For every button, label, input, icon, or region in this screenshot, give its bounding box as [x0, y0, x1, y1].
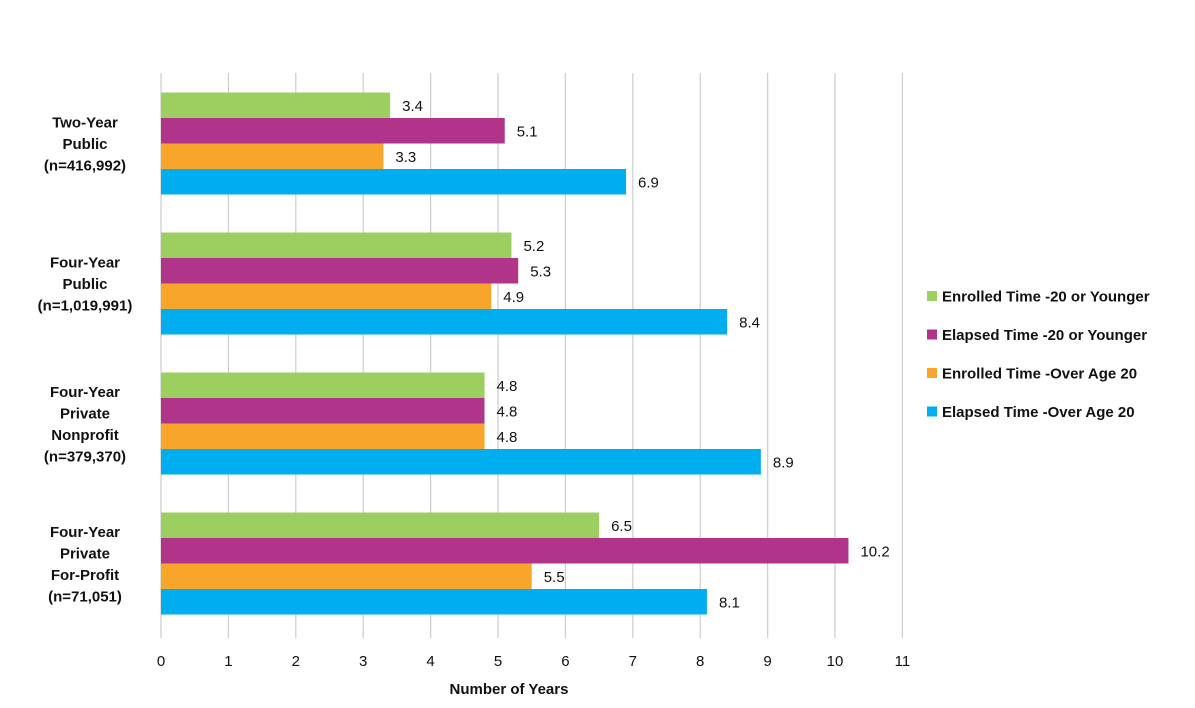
legend-entry: Elapsed Time -20 or Younger: [942, 327, 1147, 344]
data-label: 4.8: [497, 378, 518, 395]
bar: [161, 232, 512, 258]
x-tick-label: 8: [696, 653, 704, 670]
data-label: 3.4: [402, 98, 423, 115]
x-tick-label: 3: [359, 653, 367, 670]
category-label: Four-Year Public (n=1,019,991): [38, 255, 133, 315]
category-labels: Two-Year Public (n=416,992) Four-Year Public…: [38, 115, 133, 606]
data-label: 5.5: [544, 569, 565, 586]
x-axis-title: Number of Years: [450, 681, 569, 698]
legend-entry: Enrolled Time -20 or Younger: [942, 289, 1150, 306]
category-label: Four-Year Private Nonprofit (n=379,370): [44, 384, 126, 466]
data-label: 5.2: [523, 238, 544, 255]
bar: [161, 398, 485, 424]
bar: [161, 118, 505, 144]
data-label: 6.5: [611, 518, 632, 535]
category-label: Two-Year Public (n=416,992): [44, 115, 126, 175]
data-label: 8.9: [773, 454, 794, 471]
bar: [161, 372, 485, 398]
bar: [161, 92, 391, 118]
bar: [161, 283, 492, 309]
legend-swatch: [927, 406, 937, 417]
x-tick-label: 6: [561, 653, 569, 670]
data-label: 8.4: [739, 314, 760, 331]
legend-entry: Elapsed Time -Over Age 20: [942, 404, 1135, 421]
data-label: 6.9: [638, 174, 659, 191]
bar: [161, 449, 761, 475]
bar: [161, 169, 627, 195]
bar: [161, 143, 384, 169]
legend-swatch: [927, 291, 937, 301]
legend-swatch: [927, 368, 937, 378]
legend-swatch: [927, 329, 937, 340]
x-tick-label: 1: [224, 653, 232, 670]
data-label: 4.8: [497, 429, 518, 446]
data-label: 4.9: [503, 289, 524, 306]
data-label: 5.1: [517, 123, 538, 140]
bar: [161, 423, 485, 449]
category-label: Four-Year Private For-Profit (n=71,051): [48, 524, 122, 606]
data-label: 5.3: [530, 263, 551, 280]
x-tick-label: 5: [494, 653, 502, 670]
legend: Enrolled Time -20 or Younger Elapsed Time…: [927, 289, 1150, 421]
value-labels: 3.4 5.1 3.3 6.9 5.2 5.3 4.9 8.4 4.8 4.8 4.8 8.9 6.5 1…: [395, 98, 889, 612]
x-tick-label: 9: [763, 653, 771, 670]
legend-entry: Enrolled Time -Over Age 20: [942, 366, 1137, 383]
bar: [161, 589, 707, 615]
x-tick-label: 11: [895, 653, 911, 670]
data-label: 8.1: [719, 594, 740, 611]
x-tick-label: 2: [292, 653, 300, 670]
data-label: 10.2: [860, 543, 889, 560]
x-tick-labels: 0 1 2 3 4 5 6 7 8 9 10 11: [157, 653, 910, 670]
bar: [161, 309, 728, 335]
bar: [161, 563, 532, 589]
bars: [161, 92, 849, 615]
data-label: 4.8: [497, 403, 518, 420]
data-label: 3.3: [395, 149, 416, 166]
bar: [161, 538, 849, 564]
x-tick-label: 0: [157, 653, 165, 670]
x-tick-label: 10: [827, 653, 844, 670]
bar: [161, 512, 600, 538]
x-tick-label: 7: [629, 653, 637, 670]
x-tick-label: 4: [426, 653, 434, 670]
bar: [161, 258, 519, 284]
